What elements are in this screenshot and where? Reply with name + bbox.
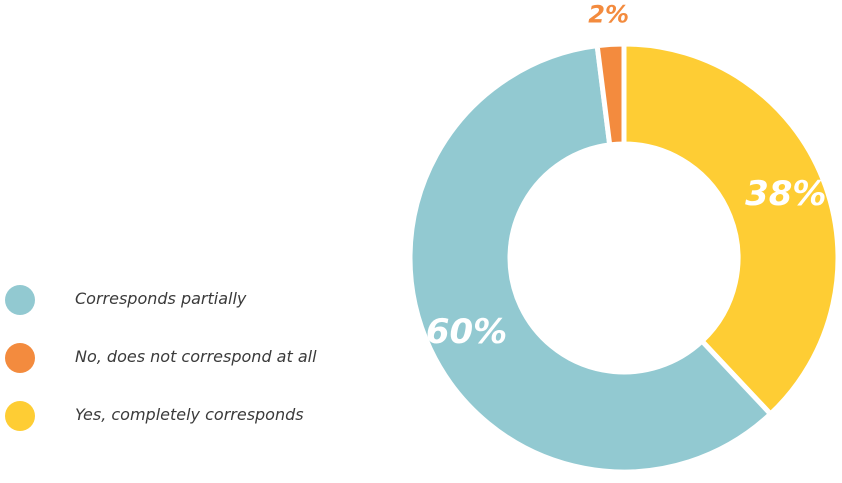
donut-slices — [407, 41, 841, 475]
slice-label-yes-completely-corresponds: 38% — [745, 174, 826, 214]
slice-label-corresponds-partially: 60% — [426, 312, 507, 352]
legend: Corresponds partially No, does not corre… — [5, 283, 405, 457]
legend-label-corresponds-partially: Corresponds partially — [75, 289, 247, 308]
legend-label-completely-corresponds: Yes, completely corresponds — [75, 405, 304, 424]
legend-label-does-not-correspond: No, does not correspond at all — [75, 347, 317, 366]
slice-corresponds-partially — [407, 42, 775, 475]
slice-no-does-not-correspond-at-all — [594, 41, 627, 148]
legend-item-does-not-correspond: No, does not correspond at all — [5, 341, 405, 377]
slice-label-no-does-not-correspond-at-all: 2% — [588, 0, 629, 28]
legend-swatch-completely-corresponds — [5, 401, 35, 431]
legend-item-corresponds-partially: Corresponds partially — [5, 283, 405, 319]
legend-swatch-does-not-correspond — [5, 343, 35, 373]
legend-item-completely-corresponds: Yes, completely corresponds — [5, 399, 405, 435]
legend-swatch-corresponds-partially — [5, 285, 35, 315]
slice-labels: 38% 60% 2% — [426, 0, 827, 352]
slice-yes-completely-corresponds — [621, 41, 841, 418]
